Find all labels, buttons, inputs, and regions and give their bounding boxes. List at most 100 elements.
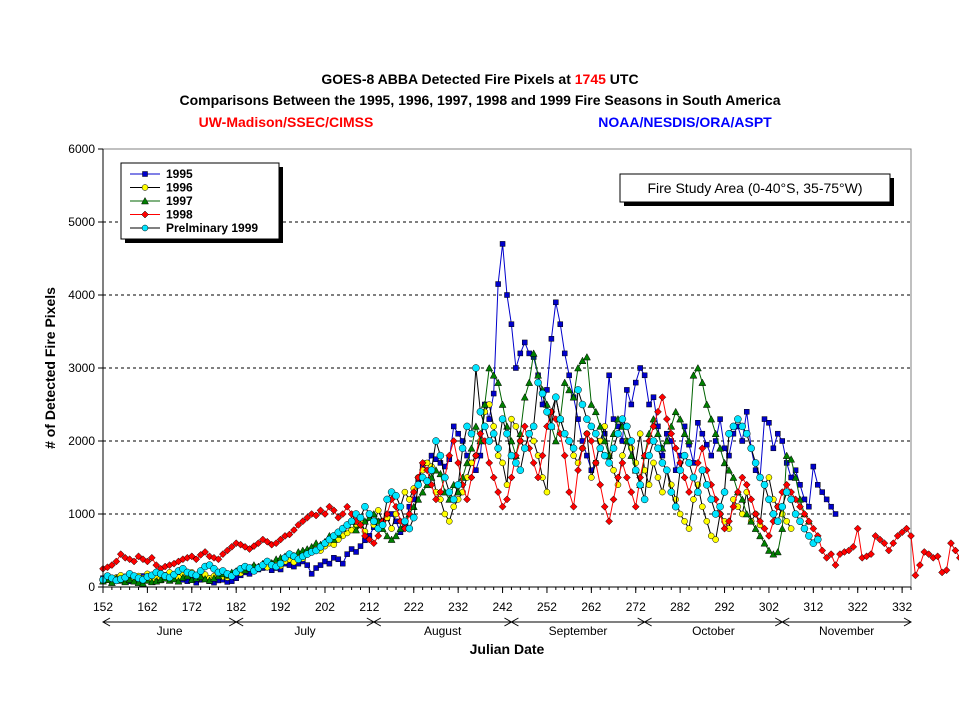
data-point-diamond: [583, 429, 591, 438]
data-point-diamond: [143, 557, 152, 566]
data-point-circle: [659, 488, 666, 496]
data-point-circle: [427, 466, 436, 474]
data-point-diamond: [827, 550, 835, 559]
data-point-circle: [365, 510, 374, 518]
data-point-diamond: [325, 502, 334, 511]
data-point-circle: [463, 422, 471, 431]
data-point-square: [704, 441, 710, 448]
data-point-diamond: [729, 502, 738, 511]
data-point-diamond: [618, 459, 627, 467]
data-point-circle: [627, 437, 636, 445]
data-point-circle: [378, 521, 387, 529]
data-point-circle: [805, 532, 813, 540]
data-point-diamond: [876, 535, 884, 544]
x-tick-label: 272: [626, 600, 646, 614]
data-point-triangle: [383, 531, 392, 540]
data-point-square: [650, 394, 657, 400]
data-point-circle: [490, 423, 497, 430]
data-point-triangle: [582, 353, 591, 361]
data-point-diamond: [141, 210, 149, 219]
data-point-circle: [711, 510, 720, 518]
data-point-triangle: [578, 356, 587, 364]
data-point-circle: [530, 437, 537, 445]
data-point-diamond: [112, 557, 121, 566]
data-point-diamond: [272, 539, 280, 548]
data-point-diamond: [574, 466, 582, 475]
data-point-circle: [587, 422, 596, 431]
data-point-triangle: [654, 429, 662, 437]
data-point-diamond: [734, 488, 742, 496]
data-point-circle: [556, 415, 565, 423]
data-point-diamond: [756, 517, 764, 526]
data-point-diamond: [520, 422, 529, 431]
data-point-square: [517, 350, 524, 357]
data-point-diamond: [312, 511, 320, 520]
data-point-circle: [441, 510, 449, 518]
data-point-square: [459, 438, 466, 444]
data-point-circle: [787, 525, 795, 532]
data-point-circle: [716, 502, 724, 511]
data-point-diamond: [658, 393, 667, 402]
data-point-diamond: [290, 526, 298, 534]
data-point-diamond: [214, 555, 223, 564]
data-point-diamond: [911, 571, 920, 580]
data-point-triangle: [463, 458, 471, 467]
data-point-circle: [699, 503, 706, 510]
data-point-circle: [778, 502, 787, 511]
data-point-circle: [543, 408, 551, 416]
data-point-circle: [756, 473, 764, 482]
data-point-diamond: [889, 539, 898, 548]
data-point-circle: [467, 429, 476, 438]
data-point-diamond: [694, 459, 702, 467]
y-tick-label: 6000: [68, 142, 95, 156]
data-point-diamond: [880, 539, 889, 548]
data-point-square: [743, 409, 750, 415]
data-point-triangle: [685, 436, 693, 445]
data-point-circle: [450, 503, 457, 510]
data-point-diamond: [467, 473, 476, 482]
data-point-square: [739, 438, 746, 444]
data-point-diamond: [436, 488, 445, 496]
data-point-circle: [560, 429, 569, 438]
data-point-square: [695, 420, 701, 426]
legend-entry: 1997: [130, 194, 193, 208]
data-point-circle: [494, 444, 502, 453]
data-point-circle: [734, 415, 742, 423]
data-point-diamond: [609, 495, 618, 504]
data-point-circle: [676, 510, 684, 518]
data-point-square: [566, 372, 572, 379]
data-point-diamond: [223, 546, 232, 555]
data-point-circle: [729, 422, 738, 431]
data-point-circle: [547, 422, 556, 431]
data-point-diamond: [738, 473, 747, 482]
data-point-diamond: [432, 495, 440, 504]
data-point-triangle: [574, 363, 582, 372]
data-point-circle: [543, 488, 551, 496]
data-point-circle: [636, 430, 644, 437]
data-point-square: [339, 560, 346, 567]
month-bands: June July August September October November: [101, 617, 913, 638]
data-point-triangle: [565, 385, 574, 394]
data-point-circle: [276, 559, 285, 568]
data-point-square: [708, 452, 714, 459]
data-point-square: [490, 390, 497, 397]
data-point-circle: [707, 532, 715, 540]
data-point-diamond: [227, 542, 236, 551]
data-point-circle: [356, 513, 365, 522]
credit-uw-madison: UW-Madison/SSEC/CIMSS: [199, 114, 374, 130]
data-point-circle: [516, 466, 525, 474]
x-tick-label: 212: [359, 600, 379, 614]
data-point-circle: [667, 488, 676, 496]
data-point-circle: [760, 481, 769, 489]
data-point-diamond: [116, 550, 125, 559]
data-point-triangle: [387, 535, 396, 543]
data-point-triangle: [141, 196, 149, 205]
data-point-diamond: [338, 510, 347, 518]
data-point-circle: [765, 495, 773, 504]
data-point-square: [637, 365, 643, 371]
data-point-diamond: [631, 502, 640, 511]
data-point-diamond: [134, 552, 143, 561]
data-point-square: [313, 565, 319, 571]
data-point-diamond: [187, 552, 196, 561]
